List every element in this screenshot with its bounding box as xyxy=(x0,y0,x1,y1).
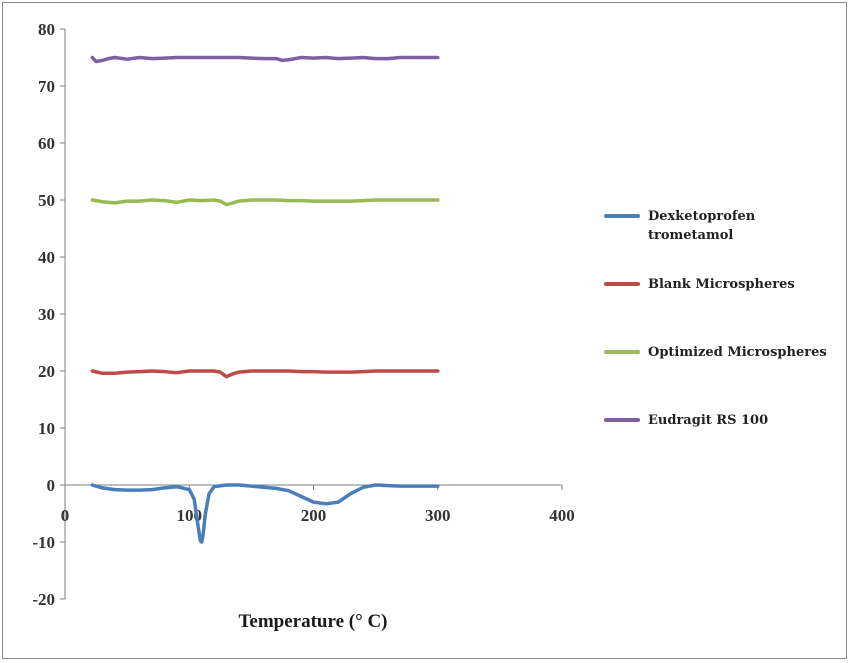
legend-label-0: Dexketoprofen trometamol xyxy=(648,209,756,243)
y-tick-label: 70 xyxy=(38,77,55,96)
x-tick-label: 200 xyxy=(301,506,327,525)
y-tick-label: 30 xyxy=(38,305,55,324)
x-tick-label: 400 xyxy=(549,506,575,525)
series-line-2 xyxy=(90,198,440,207)
x-tick-label: 0 xyxy=(61,506,70,525)
y-tick-label: 80 xyxy=(38,20,55,39)
y-tick-label: 10 xyxy=(38,419,55,438)
legend-label-line: Blank Microspheres xyxy=(648,277,795,292)
y-tick-label: -10 xyxy=(32,533,55,552)
y-tick-label: 20 xyxy=(38,362,55,381)
y-tick-label: -20 xyxy=(32,590,55,609)
legend-label-3: Eudragit RS 100 xyxy=(648,413,768,428)
series-line-0 xyxy=(90,483,440,544)
series-layer xyxy=(90,55,440,544)
y-tick-label: 0 xyxy=(47,476,56,495)
legend-label-line: Eudragit RS 100 xyxy=(648,413,768,428)
y-tick-label: 60 xyxy=(38,134,55,153)
legend-label-line: Optimized Microspheres xyxy=(648,345,827,360)
legend-label-1: Blank Microspheres xyxy=(648,277,795,292)
legend-label-line: trometamol xyxy=(648,228,733,243)
legend-label-line: Dexketoprofen xyxy=(648,209,756,224)
series-line-1 xyxy=(90,369,440,379)
x-axis-title: Temperature (° C) xyxy=(238,611,387,632)
y-tick-label: 50 xyxy=(38,191,55,210)
x-tick-label: 300 xyxy=(425,506,451,525)
legend-label-2: Optimized Microspheres xyxy=(648,345,827,360)
y-tick-label: 40 xyxy=(38,248,55,267)
legend: Dexketoprofen trometamol Blank Microsphere… xyxy=(604,209,827,428)
axes xyxy=(60,28,563,600)
series-line-3 xyxy=(90,55,440,64)
